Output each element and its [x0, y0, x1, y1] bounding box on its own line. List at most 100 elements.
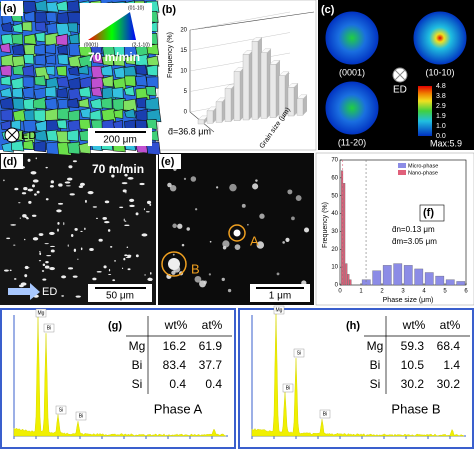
- grain: [79, 107, 92, 119]
- y-tick-label: 10: [180, 69, 187, 75]
- particle: [129, 198, 135, 202]
- ed-cross: [394, 69, 406, 81]
- particle: [199, 280, 207, 288]
- particle: [96, 270, 102, 273]
- y-tick-label: 60: [331, 175, 338, 181]
- scale-label: 50 μm: [106, 291, 134, 302]
- grain: [0, 54, 14, 67]
- particle: [89, 248, 94, 251]
- particle: [35, 157, 37, 160]
- particle: [291, 216, 295, 221]
- particle: [63, 222, 65, 226]
- particle: [92, 277, 97, 281]
- grain: [90, 76, 104, 90]
- grain: [146, 55, 160, 67]
- grain: [12, 23, 24, 33]
- direction-label: ED: [42, 286, 57, 298]
- grain: [22, 76, 35, 89]
- grain: [123, 86, 135, 97]
- peak-label: Bi: [286, 385, 290, 391]
- table-cell: 10.5: [401, 358, 425, 372]
- particle: [144, 274, 146, 276]
- speed-label: 70 m/min: [92, 162, 144, 176]
- bar: [349, 279, 352, 286]
- particle: [108, 268, 111, 272]
- grain: [45, 43, 56, 55]
- particle: [44, 265, 50, 269]
- x-axis-label: Phase size (μm): [383, 297, 434, 304]
- particle: [39, 251, 41, 253]
- grain: [146, 109, 162, 123]
- particle: [255, 179, 258, 182]
- particle: [135, 254, 139, 258]
- panel-label: (d): [3, 156, 17, 168]
- particle: [295, 195, 302, 201]
- grid-line: [189, 32, 291, 51]
- max-label: Max:5.9: [430, 138, 462, 148]
- particle: [168, 258, 180, 270]
- scale-label: 200 μm: [103, 135, 137, 146]
- particle: [44, 243, 49, 245]
- marker-circle: [228, 224, 246, 242]
- particle: [23, 187, 28, 191]
- bar: [343, 183, 346, 286]
- peak-label: Si: [297, 350, 301, 356]
- particle: [126, 254, 132, 258]
- legend-label: Micro-phase: [408, 163, 438, 169]
- table-box: [126, 316, 232, 394]
- particle: [194, 208, 198, 211]
- grain: [33, 109, 47, 123]
- legend-swatch: [398, 163, 406, 168]
- particle: [139, 182, 145, 186]
- particle: [227, 288, 232, 293]
- grid-line: [189, 52, 291, 72]
- particle: [110, 246, 113, 248]
- grain: [145, 97, 160, 111]
- bar: [414, 268, 424, 286]
- bar: [242, 54, 250, 121]
- particle: [285, 237, 290, 242]
- pole-figure: [324, 80, 380, 136]
- x-tick-label: 2: [380, 289, 384, 295]
- mean-label: d̄n=0.13 μm: [392, 225, 435, 234]
- colorbar: [418, 86, 432, 136]
- particle: [127, 176, 134, 180]
- particle: [208, 273, 212, 276]
- particle: [145, 211, 150, 213]
- peak-box: [293, 348, 305, 358]
- table-cell: 59.3: [401, 339, 425, 353]
- particle: [85, 199, 87, 203]
- particle: [72, 160, 77, 163]
- colorbar-label: 2.9: [436, 103, 446, 110]
- table-cell: Bi: [370, 358, 381, 372]
- bar: [456, 281, 466, 286]
- particle: [125, 191, 127, 194]
- particle: [282, 241, 285, 244]
- particle: [49, 184, 54, 188]
- table-cell: Mg: [129, 339, 146, 353]
- sem-image-e: [158, 153, 314, 305]
- panel-label: (b): [162, 4, 176, 16]
- grain: [100, 97, 113, 110]
- y-tick-label: 0: [184, 110, 188, 116]
- labels: (0001) (01-10) (2-1-10) (a) 70 m/min 200…: [1, 1, 468, 304]
- grain: [23, 10, 36, 23]
- grain: [113, 109, 124, 119]
- table-header: wt%: [164, 318, 188, 332]
- grain: [12, 64, 25, 76]
- grain: [55, 33, 68, 46]
- bar: [197, 119, 205, 125]
- particle: [107, 229, 111, 232]
- grain: [78, 141, 91, 154]
- particle: [72, 275, 78, 278]
- particle: [45, 260, 49, 264]
- label-box: [1, 154, 23, 169]
- particle: [150, 278, 152, 282]
- grain: [56, 119, 68, 130]
- particle: [67, 244, 69, 247]
- particle: [57, 228, 59, 232]
- grain: [124, 75, 137, 87]
- particle: [84, 227, 86, 231]
- particle: [222, 240, 230, 248]
- panel-label: (a): [3, 3, 17, 15]
